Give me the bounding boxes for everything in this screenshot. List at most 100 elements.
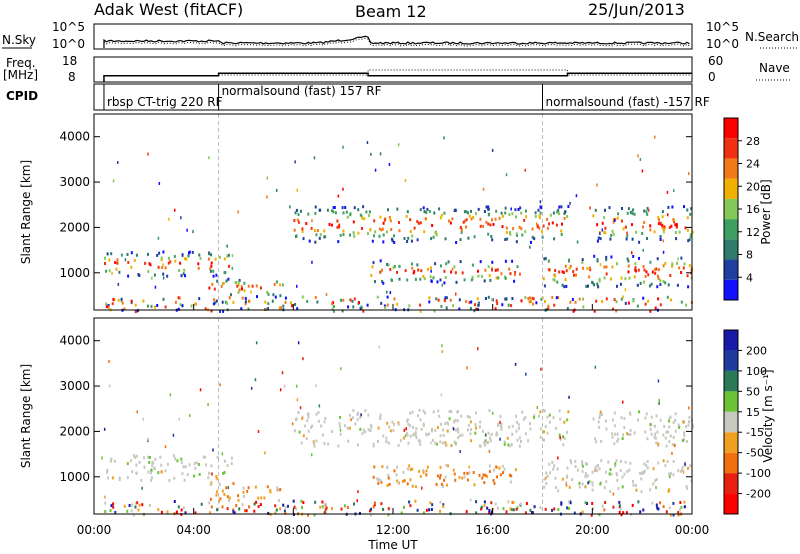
scatter-cell	[586, 267, 589, 271]
scatter-cell	[439, 500, 442, 504]
scatter-cell	[397, 481, 400, 485]
scatter-cell	[232, 508, 235, 512]
scatter-cell	[437, 409, 440, 413]
scatter-cell	[174, 300, 177, 304]
scatter-cell	[621, 485, 624, 489]
cpid-mode-label: normalsound (fast) 157 RF	[222, 84, 382, 98]
scatter-cell	[654, 436, 657, 440]
scatter-cell	[626, 231, 628, 235]
scatter-cell	[347, 305, 350, 309]
scatter-cell	[581, 462, 584, 466]
y-tick-label: 1000	[59, 470, 90, 484]
scatter-cell	[342, 145, 344, 149]
scatter-cell	[130, 251, 133, 255]
scatter-cell	[439, 465, 442, 469]
scatter-cell	[279, 507, 282, 511]
scatter-cell	[104, 262, 106, 265]
scatter-cell	[180, 461, 183, 465]
scatter-cell	[485, 475, 488, 478]
scatter-cell	[552, 416, 555, 420]
scatter-cell	[281, 371, 284, 375]
scatter-cell	[352, 409, 355, 412]
scatter-cell	[181, 472, 184, 476]
scatter-cell	[657, 222, 660, 226]
scatter-cell	[346, 506, 349, 509]
cpid-frame	[93, 83, 693, 111]
colorbar-swatch	[724, 370, 738, 392]
scatter-cell	[594, 437, 597, 441]
scatter-cell	[612, 218, 615, 222]
scatter-cell	[534, 215, 537, 218]
scatter-cell	[323, 442, 326, 445]
scatter-cell	[405, 427, 407, 431]
scatter-cell	[557, 489, 560, 493]
scatter-cell	[581, 482, 584, 486]
scatter-cell	[527, 297, 530, 301]
scatter-cell	[494, 307, 497, 311]
scatter-cell	[430, 269, 432, 273]
scatter-cell	[609, 237, 612, 241]
scatter-cell	[471, 275, 474, 279]
scatter-cell	[381, 465, 384, 468]
scatter-cell	[118, 270, 121, 274]
scatter-cell	[514, 271, 517, 274]
scatter-cell	[319, 233, 322, 237]
scatter-cell	[372, 442, 375, 446]
scatter-cell	[406, 419, 408, 423]
scatter-cell	[605, 272, 608, 276]
scatter-cell	[540, 297, 543, 301]
scatter-cell	[148, 262, 151, 266]
scatter-cell	[298, 430, 301, 434]
scatter-cell	[626, 211, 629, 215]
scatter-cell	[687, 239, 690, 243]
scatter-cell	[191, 250, 194, 254]
scatter-cell	[685, 484, 688, 488]
scatter-cell	[556, 280, 559, 284]
scatter-cell	[627, 207, 630, 211]
scatter-cell	[598, 416, 601, 420]
scatter-cell	[467, 236, 470, 240]
scatter-cell	[123, 504, 126, 508]
scatter-cell	[523, 218, 526, 222]
scatter-cell	[465, 210, 468, 214]
scatter-cell	[477, 274, 480, 278]
scatter-cell	[554, 476, 557, 480]
scatter-cell	[297, 220, 300, 224]
scatter-cell	[566, 430, 569, 434]
scatter-cell	[688, 415, 691, 419]
scatter-cell	[248, 299, 251, 303]
scatter-cell	[667, 283, 670, 287]
scatter-cell	[453, 420, 456, 424]
scatter-cell	[199, 256, 202, 260]
scatter-cell	[620, 276, 623, 280]
scatter-cell	[409, 478, 412, 482]
scatter-cell	[247, 284, 250, 288]
scatter-cell	[551, 295, 554, 299]
scatter-cell	[454, 208, 457, 212]
scatter-cell	[192, 230, 194, 234]
scatter-cell	[295, 234, 298, 238]
scatter-cell	[613, 411, 616, 415]
scatter-cell	[640, 490, 643, 494]
scatter-cell	[419, 277, 422, 281]
scatter-cell	[654, 432, 657, 436]
scatter-cell	[426, 433, 429, 437]
scatter-cell	[672, 218, 675, 221]
beam-title: Beam 12	[355, 2, 427, 21]
scatter-cell	[160, 258, 163, 262]
scatter-cell	[563, 271, 565, 275]
scatter-cell	[490, 501, 493, 505]
scatter-cell	[684, 462, 686, 466]
scatter-cell	[204, 307, 207, 311]
scatter-cell	[138, 460, 141, 464]
scatter-cell	[548, 462, 551, 466]
scatter-cell	[454, 478, 457, 482]
scatter-cell	[546, 226, 549, 230]
scatter-cell	[216, 508, 218, 512]
scatter-cell	[327, 442, 330, 446]
scatter-cell	[555, 486, 558, 489]
scatter-cell	[581, 464, 584, 468]
scatter-cell	[282, 304, 285, 308]
scatter-cell	[649, 260, 652, 264]
scatter-cell	[435, 482, 438, 486]
